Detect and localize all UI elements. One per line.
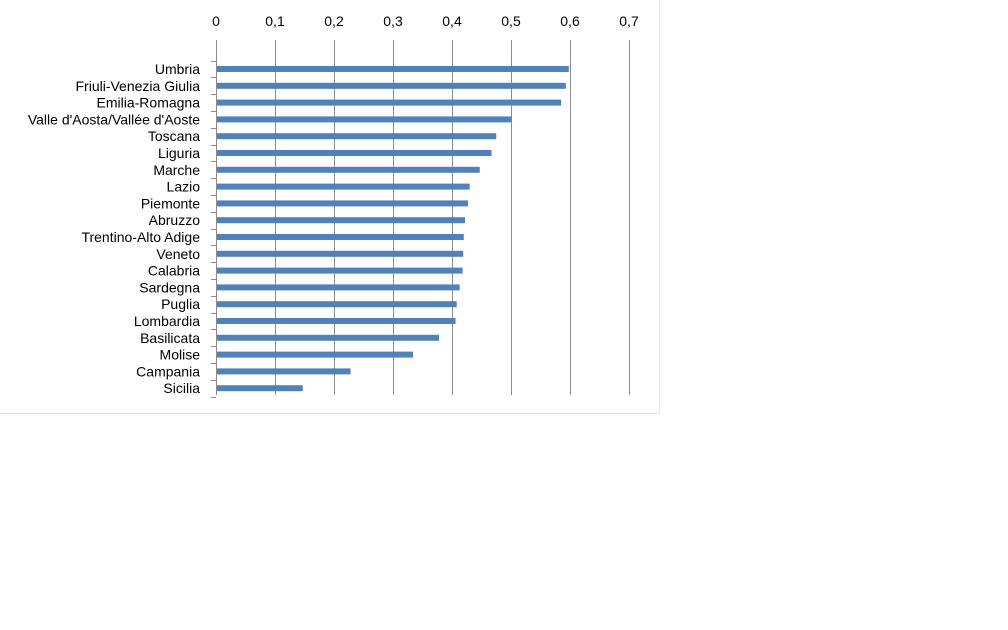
category-label: Toscana (148, 128, 200, 144)
bar-7 (217, 183, 470, 190)
bar-18 (217, 368, 351, 375)
bar-11 (217, 250, 464, 257)
bar-0 (217, 66, 569, 72)
category-label: Trentino-Alto Adige (81, 229, 200, 245)
x-tick-label: 0,3 (383, 13, 403, 29)
category-label: Veneto (156, 246, 200, 262)
bar-13 (217, 284, 460, 291)
bar-8 (217, 200, 468, 207)
chart-area: 0 0,1 0,2 0,3 0,4 0,5 0,6 0,7 Umbria Friuli-Vene… (0, 0, 660, 414)
bars (217, 66, 569, 392)
bar-3 (217, 116, 512, 123)
category-label: Lazio (167, 179, 201, 195)
bar-1 (217, 82, 566, 89)
bar-12 (217, 267, 463, 274)
category-label: Piemonte (141, 195, 200, 211)
x-tick-label: 0,6 (560, 13, 580, 29)
category-label: Sardegna (139, 279, 200, 295)
bar-10 (217, 234, 464, 240)
x-tick-label: 0,7 (619, 13, 639, 29)
category-label: Liguria (158, 145, 200, 161)
category-label: Puglia (161, 296, 200, 312)
x-tick-label: 0,1 (265, 13, 285, 29)
category-label: Valle d'Aosta/Vallée d'Aoste (28, 111, 200, 127)
bar-5 (217, 150, 492, 156)
bar-15 (217, 318, 456, 324)
bar-chart: 0 0,1 0,2 0,3 0,4 0,5 0,6 0,7 UmbriaFriuli-Vene… (28, 13, 639, 398)
category-label: Basilicata (140, 330, 200, 346)
bar-19 (217, 385, 303, 392)
category-label: Friuli-Venezia Giulia (76, 78, 201, 94)
bar-4 (217, 133, 497, 140)
category-label: Sicilia (163, 380, 200, 396)
category-label: Emilia-Romagna (97, 95, 201, 111)
category-label: Campania (136, 363, 200, 379)
bar-6 (217, 166, 480, 173)
x-axis-ticks: 0 0,1 0,2 0,3 0,4 0,5 0,6 0,7 (212, 13, 639, 29)
x-tick-label: 0,2 (324, 13, 344, 29)
bar-17 (217, 351, 414, 358)
x-tick-label: 0,4 (442, 13, 462, 29)
category-label: Marche (153, 162, 200, 178)
category-label: Molise (160, 347, 201, 363)
category-label: Calabria (148, 263, 200, 279)
x-tick-label: 0,5 (501, 13, 521, 29)
bar-2 (217, 99, 562, 106)
category-label: Lombardia (134, 313, 200, 329)
x-tick-label: 0 (212, 13, 220, 29)
bar-16 (217, 334, 440, 341)
bar-14 (217, 301, 457, 308)
category-label: Abruzzo (149, 212, 201, 228)
bar-9 (217, 217, 465, 224)
category-label: Umbria (155, 61, 200, 77)
